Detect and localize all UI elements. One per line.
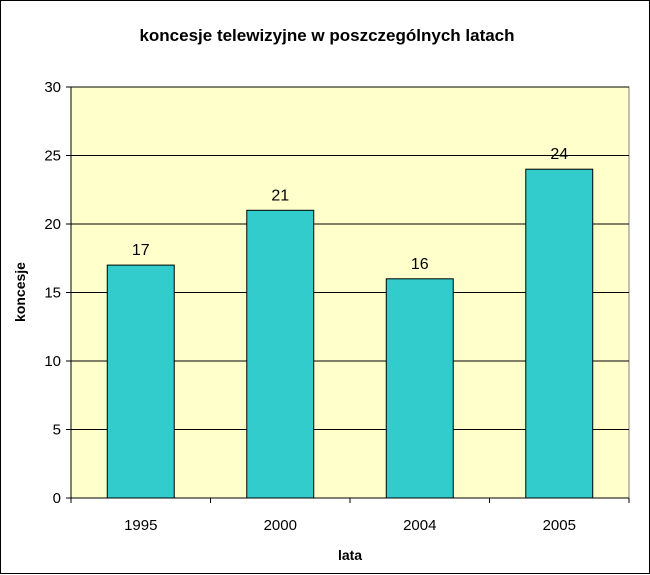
y-axis-title: koncesje	[12, 262, 28, 322]
bar-2004	[385, 278, 454, 499]
y-tick-label: 25	[44, 148, 61, 165]
data-label-2005: 24	[550, 146, 568, 163]
y-tick-label: 15	[44, 285, 61, 302]
x-tick-label: 2005	[543, 517, 576, 534]
x-axis-title: lata	[338, 547, 362, 563]
x-tick-label: 2004	[403, 517, 436, 534]
data-label-2004: 16	[411, 256, 429, 273]
chart-title: koncesje telewizyjne w poszczególnych la…	[139, 26, 514, 45]
bar-2005	[525, 168, 594, 499]
data-label-2000: 21	[271, 187, 289, 204]
y-tick-label: 5	[53, 422, 61, 439]
data-label-1995: 17	[132, 242, 150, 259]
bar-1995	[106, 264, 175, 499]
bars: 17 21 16 24	[106, 146, 594, 499]
y-tick-label: 20	[44, 216, 61, 233]
bar-2000	[246, 209, 315, 499]
x-tick-label: 1995	[124, 517, 157, 534]
x-tick-label: 2000	[264, 517, 297, 534]
x-axis: 1995 2000 2004 2005	[70, 497, 630, 534]
y-tick-label: 10	[44, 353, 61, 370]
y-tick-label: 0	[53, 490, 61, 507]
y-tick-label: 30	[44, 79, 61, 96]
y-axis: 0 5 10 15 20 25 30	[44, 79, 72, 507]
